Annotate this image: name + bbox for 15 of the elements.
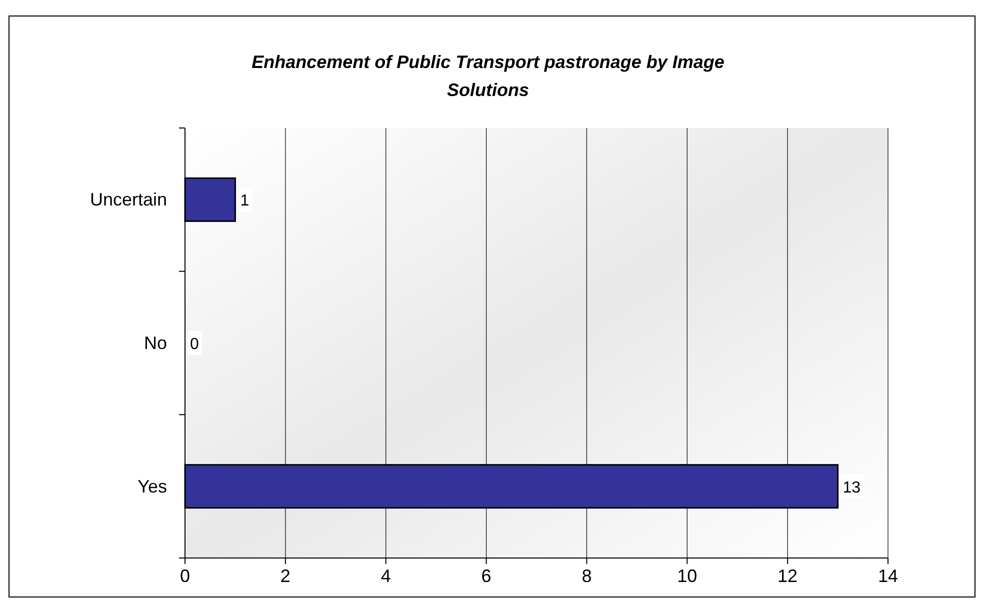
x-tick-label: 8 bbox=[582, 566, 592, 586]
x-tick-label: 4 bbox=[380, 566, 391, 586]
x-tick-label: 0 bbox=[180, 566, 190, 586]
x-tick-label: 12 bbox=[778, 566, 798, 586]
data-label: 0 bbox=[190, 336, 199, 353]
data-label: 1 bbox=[240, 192, 250, 210]
y-tick-label: Uncertain bbox=[90, 190, 167, 210]
x-tick-label: 10 bbox=[677, 566, 698, 586]
x-tick-label: 14 bbox=[878, 566, 898, 586]
chart-title: Enhancement of Public Transport pastronage by Image Solutions bbox=[252, 52, 724, 100]
y-tick-label: No bbox=[144, 333, 167, 353]
x-tick-label: 2 bbox=[280, 566, 290, 586]
data-label: 13 bbox=[842, 479, 861, 496]
x-tick-label: 6 bbox=[481, 566, 492, 586]
y-tick-label: Yes bbox=[138, 476, 167, 496]
